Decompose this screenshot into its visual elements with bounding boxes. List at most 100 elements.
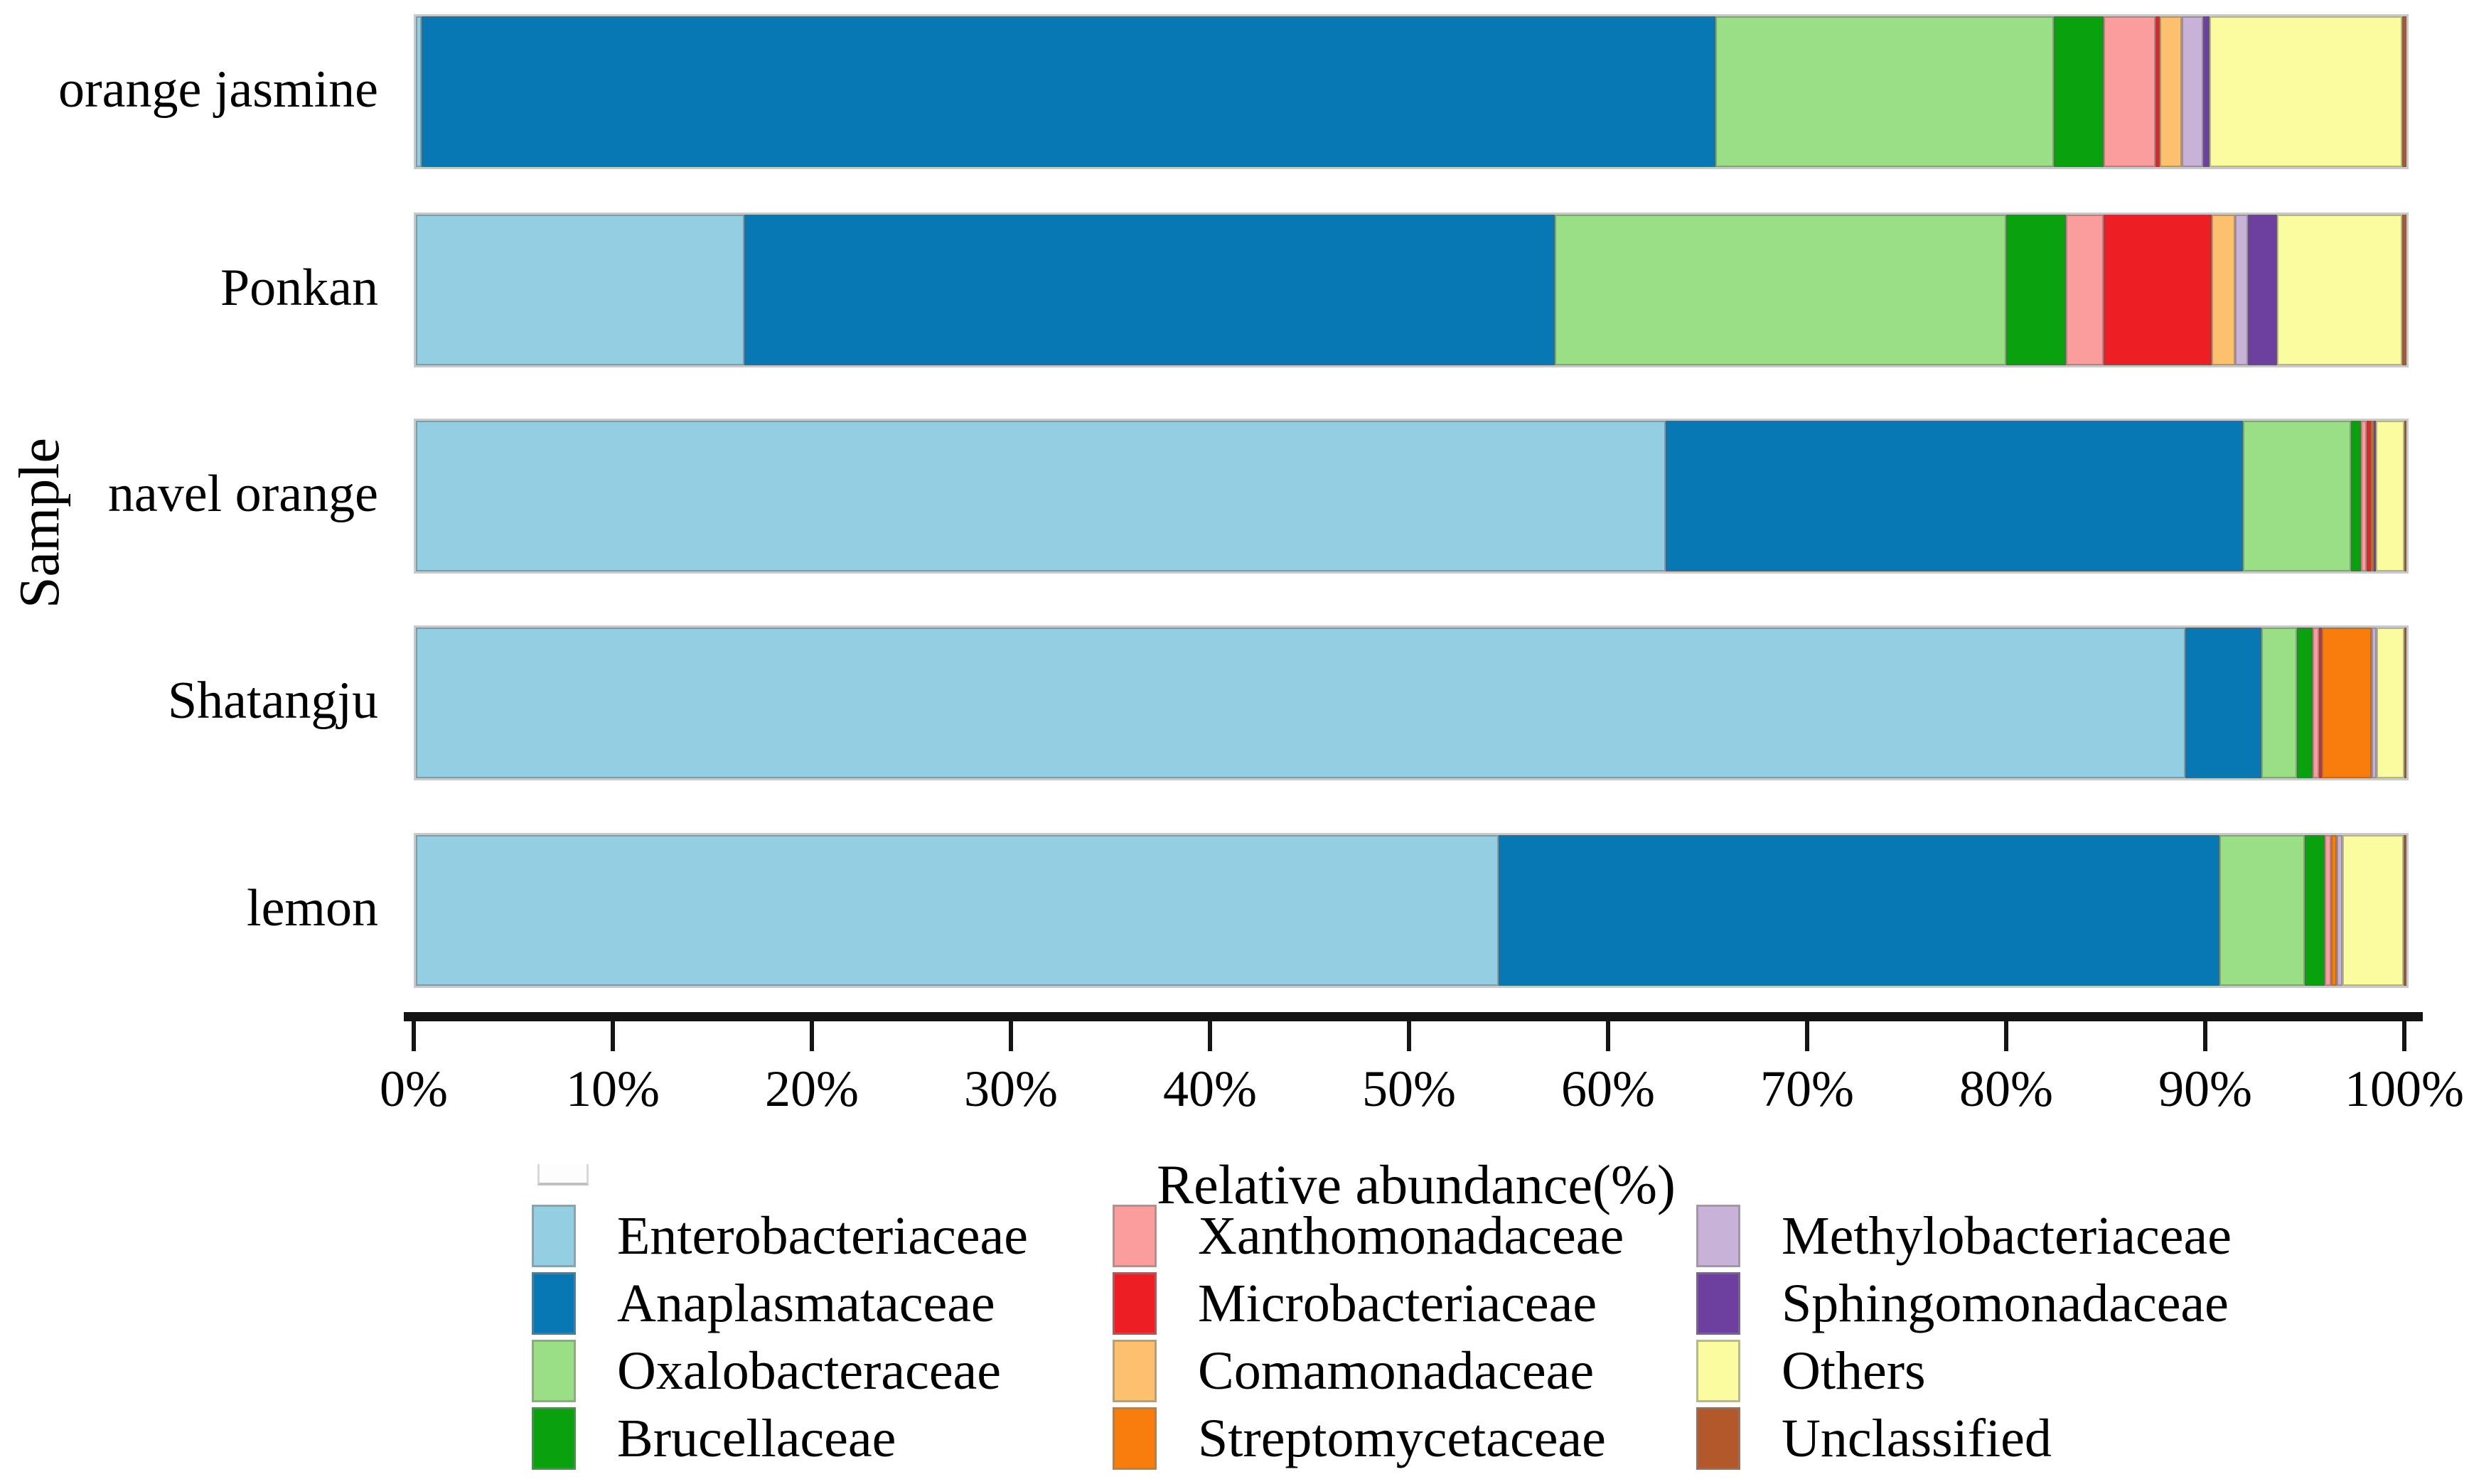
x-tick-label-40%: 40% [1163,1060,1257,1117]
legend-item-anaplasmataceae: Anaplasmataceae [532,1271,995,1336]
legend-item-xanthomonadaceae: Xanthomonadaceae [1113,1203,1624,1269]
legend-artifact [537,1164,589,1185]
legend-item-others: Others [1696,1338,1926,1404]
bar-row-shatangju [414,625,2409,780]
legend-label-oxalobacteraceae: Oxalobacteraceae [617,1341,1002,1401]
bar-segment-anaplasmataceae [1499,835,2219,986]
bar-segment-sphingomonadaceae [2373,421,2376,571]
row-label-lemon: lemon [247,879,378,937]
bar-segment-oxalobacteraceae [1715,16,2055,167]
bar-segment-others [2209,16,2403,167]
legend-item-enterobacteriaceae: Enterobacteriaceae [532,1203,1028,1269]
bar-segment-streptomycetaceae [2321,628,2372,778]
bar-segment-xanthomonadaceae [2104,16,2156,167]
x-axis-tick-80% [2004,1021,2008,1051]
bar-segment-anaplasmataceae [744,215,1555,365]
legend-swatch-sphingomonadaceae [1696,1272,1740,1335]
legend-label-anaplasmataceae: Anaplasmataceae [617,1274,995,1333]
legend-label-xanthomonadaceae: Xanthomonadaceae [1198,1206,1624,1266]
bar-segment-xanthomonadaceae [2360,421,2367,571]
x-axis-tick-30% [1009,1021,1013,1051]
bar-segment-anaplasmataceae [2185,628,2261,778]
bar-segment-brucellaceae [2054,16,2104,167]
bar-segment-oxalobacteraceae [2261,628,2297,778]
row-label-shatangju: Shatangju [168,672,378,730]
bar-segment-unclassified [2404,628,2406,778]
bar-row-lemon [414,833,2409,988]
x-tick-label-100%: 100% [2345,1060,2464,1117]
bar-segment-oxalobacteraceae [2243,421,2351,571]
x-tick-label-60%: 60% [1561,1060,1655,1117]
legend-item-brucellaceae: Brucellaceae [532,1406,896,1471]
bar-segment-oxalobacteraceae [1554,215,2007,365]
x-axis-tick-20% [810,1021,814,1051]
bar-segment-microbacteriaceae [2318,628,2322,778]
legend-swatch-brucellaceae [532,1407,576,1470]
x-axis-tick-90% [2203,1021,2207,1051]
legend-item-streptomycetaceae: Streptomycetaceae [1113,1406,1606,1471]
legend-swatch-methylobacteriaceae [1696,1205,1740,1267]
legend-swatch-microbacteriaceae [1113,1272,1157,1335]
x-axis-tick-100% [2402,1021,2406,1051]
legend-item-comamonadaceae: Comamonadaceae [1113,1338,1594,1404]
legend-swatch-xanthomonadaceae [1113,1205,1157,1267]
x-tick-label-50%: 50% [1362,1060,1456,1117]
bar-segment-sphingomonadaceae [2248,215,2277,365]
legend-swatch-comamonadaceae [1113,1340,1157,1402]
x-axis-tick-70% [1805,1021,1809,1051]
bar-segment-unclassified [2404,421,2406,571]
legend-swatch-streptomycetaceae [1113,1407,1157,1470]
x-axis-tick-40% [1208,1021,1212,1051]
legend-item-microbacteriaceae: Microbacteriaceae [1113,1271,1597,1336]
legend-label-streptomycetaceae: Streptomycetaceae [1198,1409,1606,1468]
bar-segment-oxalobacteraceae [2219,835,2305,986]
bar-segment-brucellaceae [2296,628,2313,778]
x-tick-label-80%: 80% [1959,1060,2053,1117]
bar-segment-methylobacteriaceae [2235,215,2249,365]
bar-segment-methylobacteriaceae [2181,16,2204,167]
x-axis-line [404,1012,2423,1021]
bar-segment-xanthomonadaceae [2313,628,2319,778]
bar-segment-others [2376,628,2405,778]
bar-segment-anaplasmataceae [1666,421,2244,571]
bar-segment-brucellaceae [2006,215,2067,365]
legend-label-comamonadaceae: Comamonadaceae [1198,1341,1595,1401]
bar-segment-anaplasmataceae [422,16,1716,167]
legend-swatch-unclassified [1696,1407,1740,1470]
bar-segment-microbacteriaceae [2155,16,2160,167]
bar-segment-comamonadaceae [2211,215,2236,365]
legend-label-others: Others [1782,1341,1926,1401]
bar-segment-brucellaceae [2350,421,2361,571]
x-tick-label-70%: 70% [1760,1060,1854,1117]
bar-segment-enterobacteriaceae [416,215,744,365]
bar-segment-microbacteriaceae [2366,421,2371,571]
bar-segment-enterobacteriaceae [416,16,422,167]
legend-item-oxalobacteraceae: Oxalobacteraceae [532,1338,1001,1404]
bar-segment-unclassified [2402,215,2406,365]
bar-segment-enterobacteriaceae [416,628,2186,778]
legend-label-enterobacteriaceae: Enterobacteriaceae [617,1206,1028,1266]
legend-swatch-enterobacteriaceae [532,1205,576,1267]
bar-segment-sphingomonadaceae [2203,16,2210,167]
legend-label-microbacteriaceae: Microbacteriaceae [1198,1274,1597,1333]
x-axis-tick-50% [1407,1021,1411,1051]
legend-label-brucellaceae: Brucellaceae [617,1409,896,1468]
legend-label-unclassified: Unclassified [1782,1409,2052,1468]
bar-segment-others [2276,215,2403,365]
x-tick-label-0%: 0% [380,1060,448,1117]
legend-swatch-anaplasmataceae [532,1272,576,1335]
x-axis-tick-10% [611,1021,615,1051]
bar-segment-xanthomonadaceae [2066,215,2104,365]
bar-segment-comamonadaceae [2159,16,2182,167]
x-tick-label-20%: 20% [765,1060,859,1117]
bar-segment-microbacteriaceae [2104,215,2212,365]
row-label-orange-jasmine: orange jasmine [58,60,378,119]
x-tick-label-90%: 90% [2158,1060,2252,1117]
x-axis-tick-60% [1606,1021,1610,1051]
bar-row-navel-orange [414,419,2409,574]
row-label-navel-orange: navel orange [107,465,378,523]
x-tick-label-10%: 10% [566,1060,660,1117]
row-label-ponkan: Ponkan [220,259,378,317]
legend-swatch-others [1696,1340,1740,1402]
